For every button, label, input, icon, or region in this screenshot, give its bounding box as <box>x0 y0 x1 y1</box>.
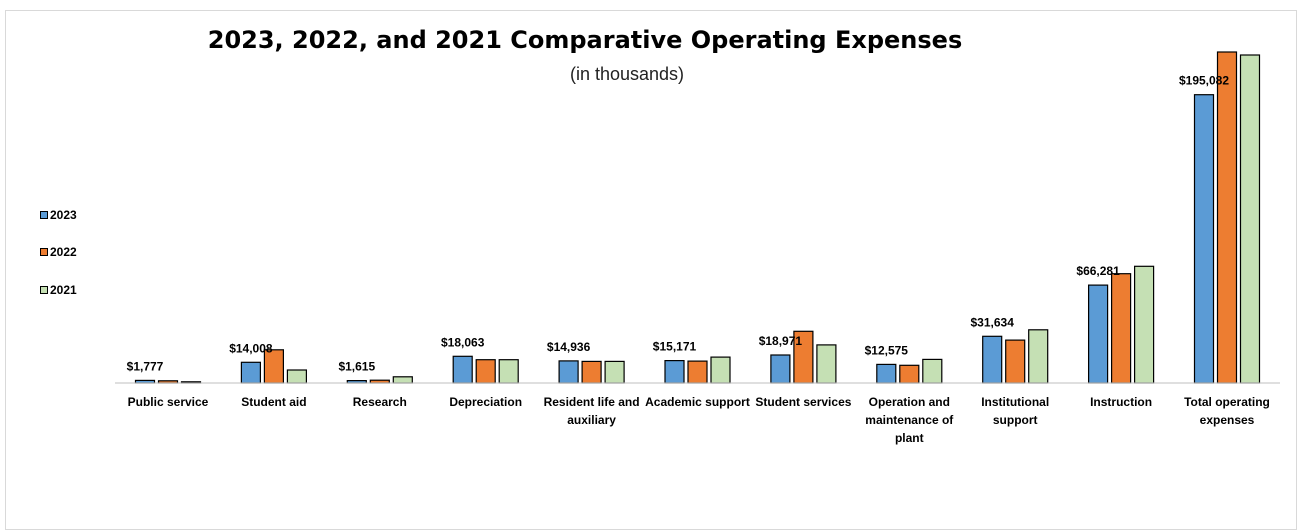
bar-2022-8 <box>1005 339 1026 384</box>
bar-2022-10 <box>1216 51 1238 384</box>
legend-item-2022: 2022 <box>40 245 77 259</box>
chart-title: 2023, 2022, and 2021 Comparative Operati… <box>207 26 963 54</box>
data-label-7: $12,575 <box>865 343 909 357</box>
legend-swatch-2021 <box>40 286 48 294</box>
data-label-9: $66,281 <box>1076 264 1120 278</box>
bar-2022-3 <box>475 359 496 384</box>
legend-swatch-2022 <box>40 248 48 256</box>
category-label-1: Student aid <box>241 395 306 409</box>
bar-2021-7 <box>922 358 943 384</box>
legend-item-2023: 2023 <box>40 208 77 222</box>
category-label-9: Instruction <box>1090 395 1152 409</box>
bar-2022-7 <box>899 364 920 384</box>
bar-2021-9 <box>1133 265 1155 384</box>
bar-2022-4 <box>581 360 602 384</box>
data-label-10: $195,082 <box>1179 74 1229 88</box>
bar-2021-5 <box>710 356 731 384</box>
bar-2023-3 <box>452 355 473 384</box>
bar-2021-10 <box>1239 54 1261 384</box>
data-label-8: $31,634 <box>971 315 1015 329</box>
legend-item-2021: 2021 <box>40 283 77 297</box>
bar-2023-6 <box>770 354 791 384</box>
legend-swatch-2023 <box>40 211 48 219</box>
category-label-6: Student services <box>755 395 851 409</box>
bar-2021-2 <box>392 376 413 384</box>
bar-chart: $1,777 Public service $14,008 Student aid $1… <box>115 51 1280 445</box>
bar-2023-4 <box>558 360 579 384</box>
data-label-6: $18,971 <box>759 334 803 348</box>
category-label-10: Total operating expenses <box>1184 395 1270 427</box>
bar-2022-9 <box>1110 273 1132 384</box>
bar-2021-8 <box>1028 329 1049 384</box>
bar-2023-1 <box>240 361 261 384</box>
data-label-4: $14,936 <box>547 340 591 354</box>
bar-2022-5 <box>687 360 708 384</box>
category-label-7: Operation and maintenance of plant <box>865 395 954 445</box>
category-label-5: Academic support <box>645 395 750 409</box>
bar-2023-5 <box>664 360 685 384</box>
bar-2023-10 <box>1193 94 1215 384</box>
bar-2021-6 <box>816 344 837 384</box>
bar-2021-1 <box>286 369 307 384</box>
bar-2021-4 <box>604 360 625 384</box>
category-label-3: Depreciation <box>449 395 522 409</box>
bar-2023-7 <box>876 363 897 384</box>
chart-subtitle: (in thousands) <box>569 64 685 84</box>
data-label-3: $18,063 <box>441 335 485 349</box>
category-label-2: Research <box>353 395 407 409</box>
bar-2023-8 <box>982 335 1003 384</box>
category-label-8: Institutional support <box>981 395 1049 427</box>
legend-label-2023: 2023 <box>50 208 77 222</box>
data-label-1: $14,008 <box>229 341 273 355</box>
bar-2021-3 <box>498 359 519 384</box>
category-label-0: Public service <box>128 395 209 409</box>
category-label-4: Resident life and auxiliary <box>544 395 640 427</box>
legend-label-2022: 2022 <box>50 245 77 259</box>
legend-label-2021: 2021 <box>50 283 77 297</box>
data-label-0: $1,777 <box>127 359 164 373</box>
data-label-2: $1,615 <box>338 360 375 374</box>
bar-2023-9 <box>1087 284 1109 384</box>
data-label-5: $15,171 <box>653 340 697 354</box>
